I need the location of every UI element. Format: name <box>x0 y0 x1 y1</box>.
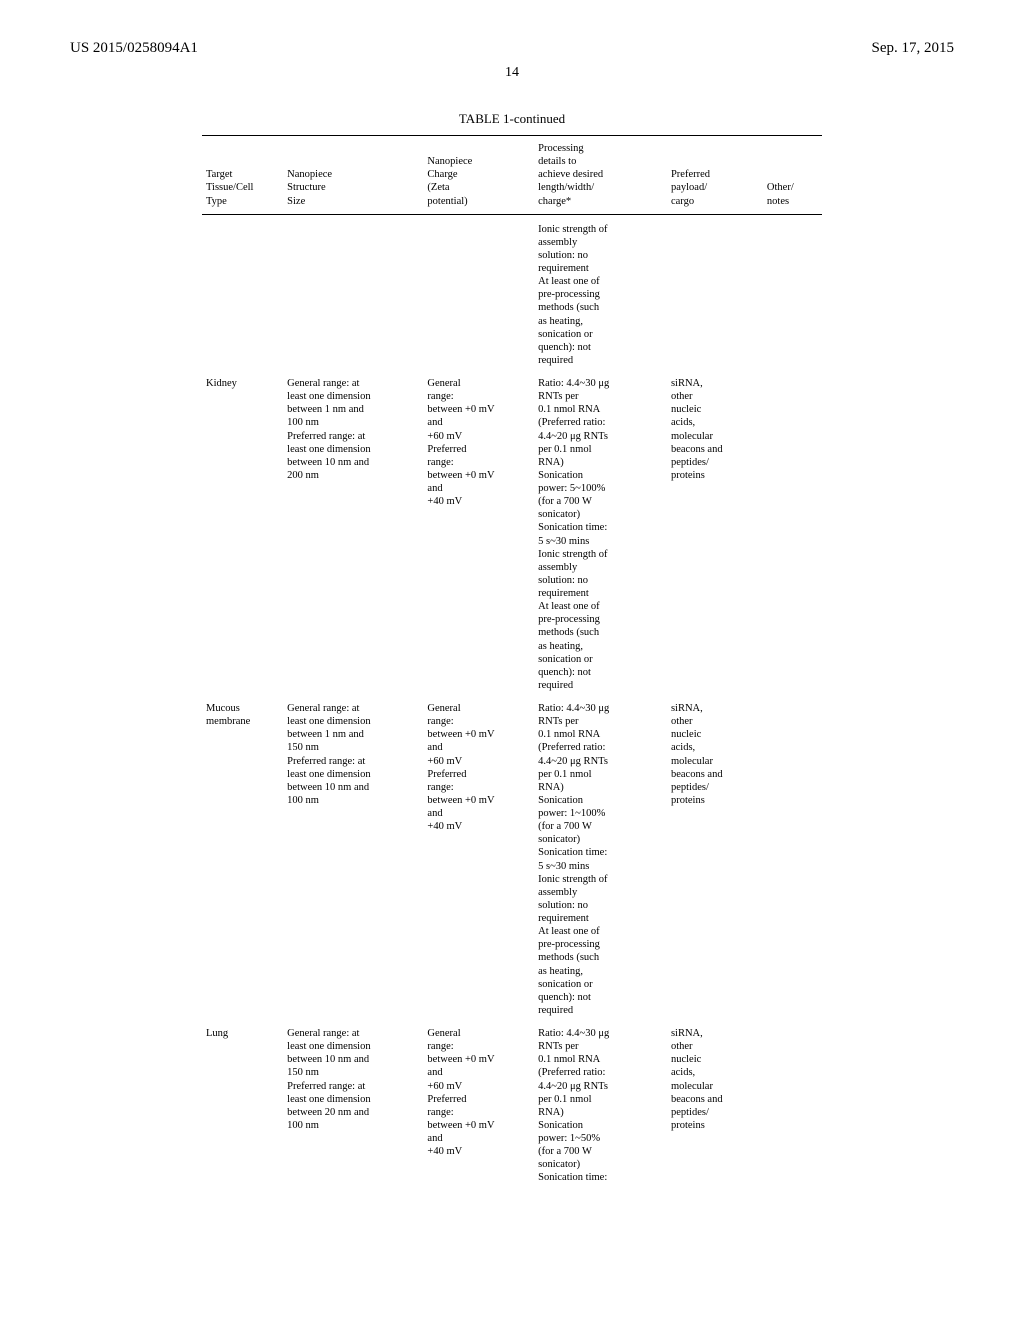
cell-processing: Ratio: 4.4~30 μgRNTs per0.1 nmol RNA(Pre… <box>534 369 667 694</box>
cell-charge: Generalrange:between +0 mVand+60 mVPrefe… <box>423 369 534 694</box>
table-row: Kidney General range: atleast one dimens… <box>202 369 822 694</box>
cell-other <box>763 214 822 369</box>
cell-processing: Ionic strength ofassemblysolution: noreq… <box>534 214 667 369</box>
page-number: 14 <box>70 65 954 81</box>
table-header-row: TargetTissue/CellType NanopieceStructure… <box>202 136 822 215</box>
cell-payload: siRNA,othernucleicacids,molecularbeacons… <box>667 369 763 694</box>
table-row: Mucousmembrane General range: atleast on… <box>202 694 822 1019</box>
cell-charge: Generalrange:between +0 mVand+60 mVPrefe… <box>423 694 534 1019</box>
cell-charge <box>423 214 534 369</box>
cell-payload <box>667 214 763 369</box>
cell-other <box>763 1019 822 1187</box>
cell-payload: siRNA,othernucleicacids,molecularbeacons… <box>667 694 763 1019</box>
page-header: US 2015/0258094A1 Sep. 17, 2015 <box>70 40 954 57</box>
cell-other <box>763 694 822 1019</box>
patent-date: Sep. 17, 2015 <box>872 40 955 57</box>
patent-number: US 2015/0258094A1 <box>70 40 198 57</box>
table-row: Ionic strength ofassemblysolution: noreq… <box>202 214 822 369</box>
data-table: TargetTissue/CellType NanopieceStructure… <box>202 135 822 1187</box>
cell-target: Mucousmembrane <box>202 694 283 1019</box>
cell-structure <box>283 214 423 369</box>
cell-structure: General range: atleast one dimensionbetw… <box>283 694 423 1019</box>
cell-structure: General range: atleast one dimensionbetw… <box>283 1019 423 1187</box>
col-header-processing: Processingdetails toachieve desiredlengt… <box>534 136 667 215</box>
col-header-payload: Preferredpayload/cargo <box>667 136 763 215</box>
cell-payload: siRNA,othernucleicacids,molecularbeacons… <box>667 1019 763 1187</box>
cell-charge: Generalrange:between +0 mVand+60 mVPrefe… <box>423 1019 534 1187</box>
table-row: Lung General range: atleast one dimensio… <box>202 1019 822 1187</box>
col-header-structure: NanopieceStructureSize <box>283 136 423 215</box>
cell-processing: Ratio: 4.4~30 μgRNTs per0.1 nmol RNA(Pre… <box>534 1019 667 1187</box>
col-header-target: TargetTissue/CellType <box>202 136 283 215</box>
cell-target: Kidney <box>202 369 283 694</box>
cell-processing: Ratio: 4.4~30 μgRNTs per0.1 nmol RNA(Pre… <box>534 694 667 1019</box>
cell-target: Lung <box>202 1019 283 1187</box>
col-header-charge: NanopieceCharge(Zetapotential) <box>423 136 534 215</box>
cell-structure: General range: atleast one dimensionbetw… <box>283 369 423 694</box>
cell-target <box>202 214 283 369</box>
col-header-other: Other/notes <box>763 136 822 215</box>
cell-other <box>763 369 822 694</box>
table-container: TABLE 1-continued TargetTissue/CellType … <box>202 111 822 1187</box>
table-title: TABLE 1-continued <box>202 111 822 127</box>
